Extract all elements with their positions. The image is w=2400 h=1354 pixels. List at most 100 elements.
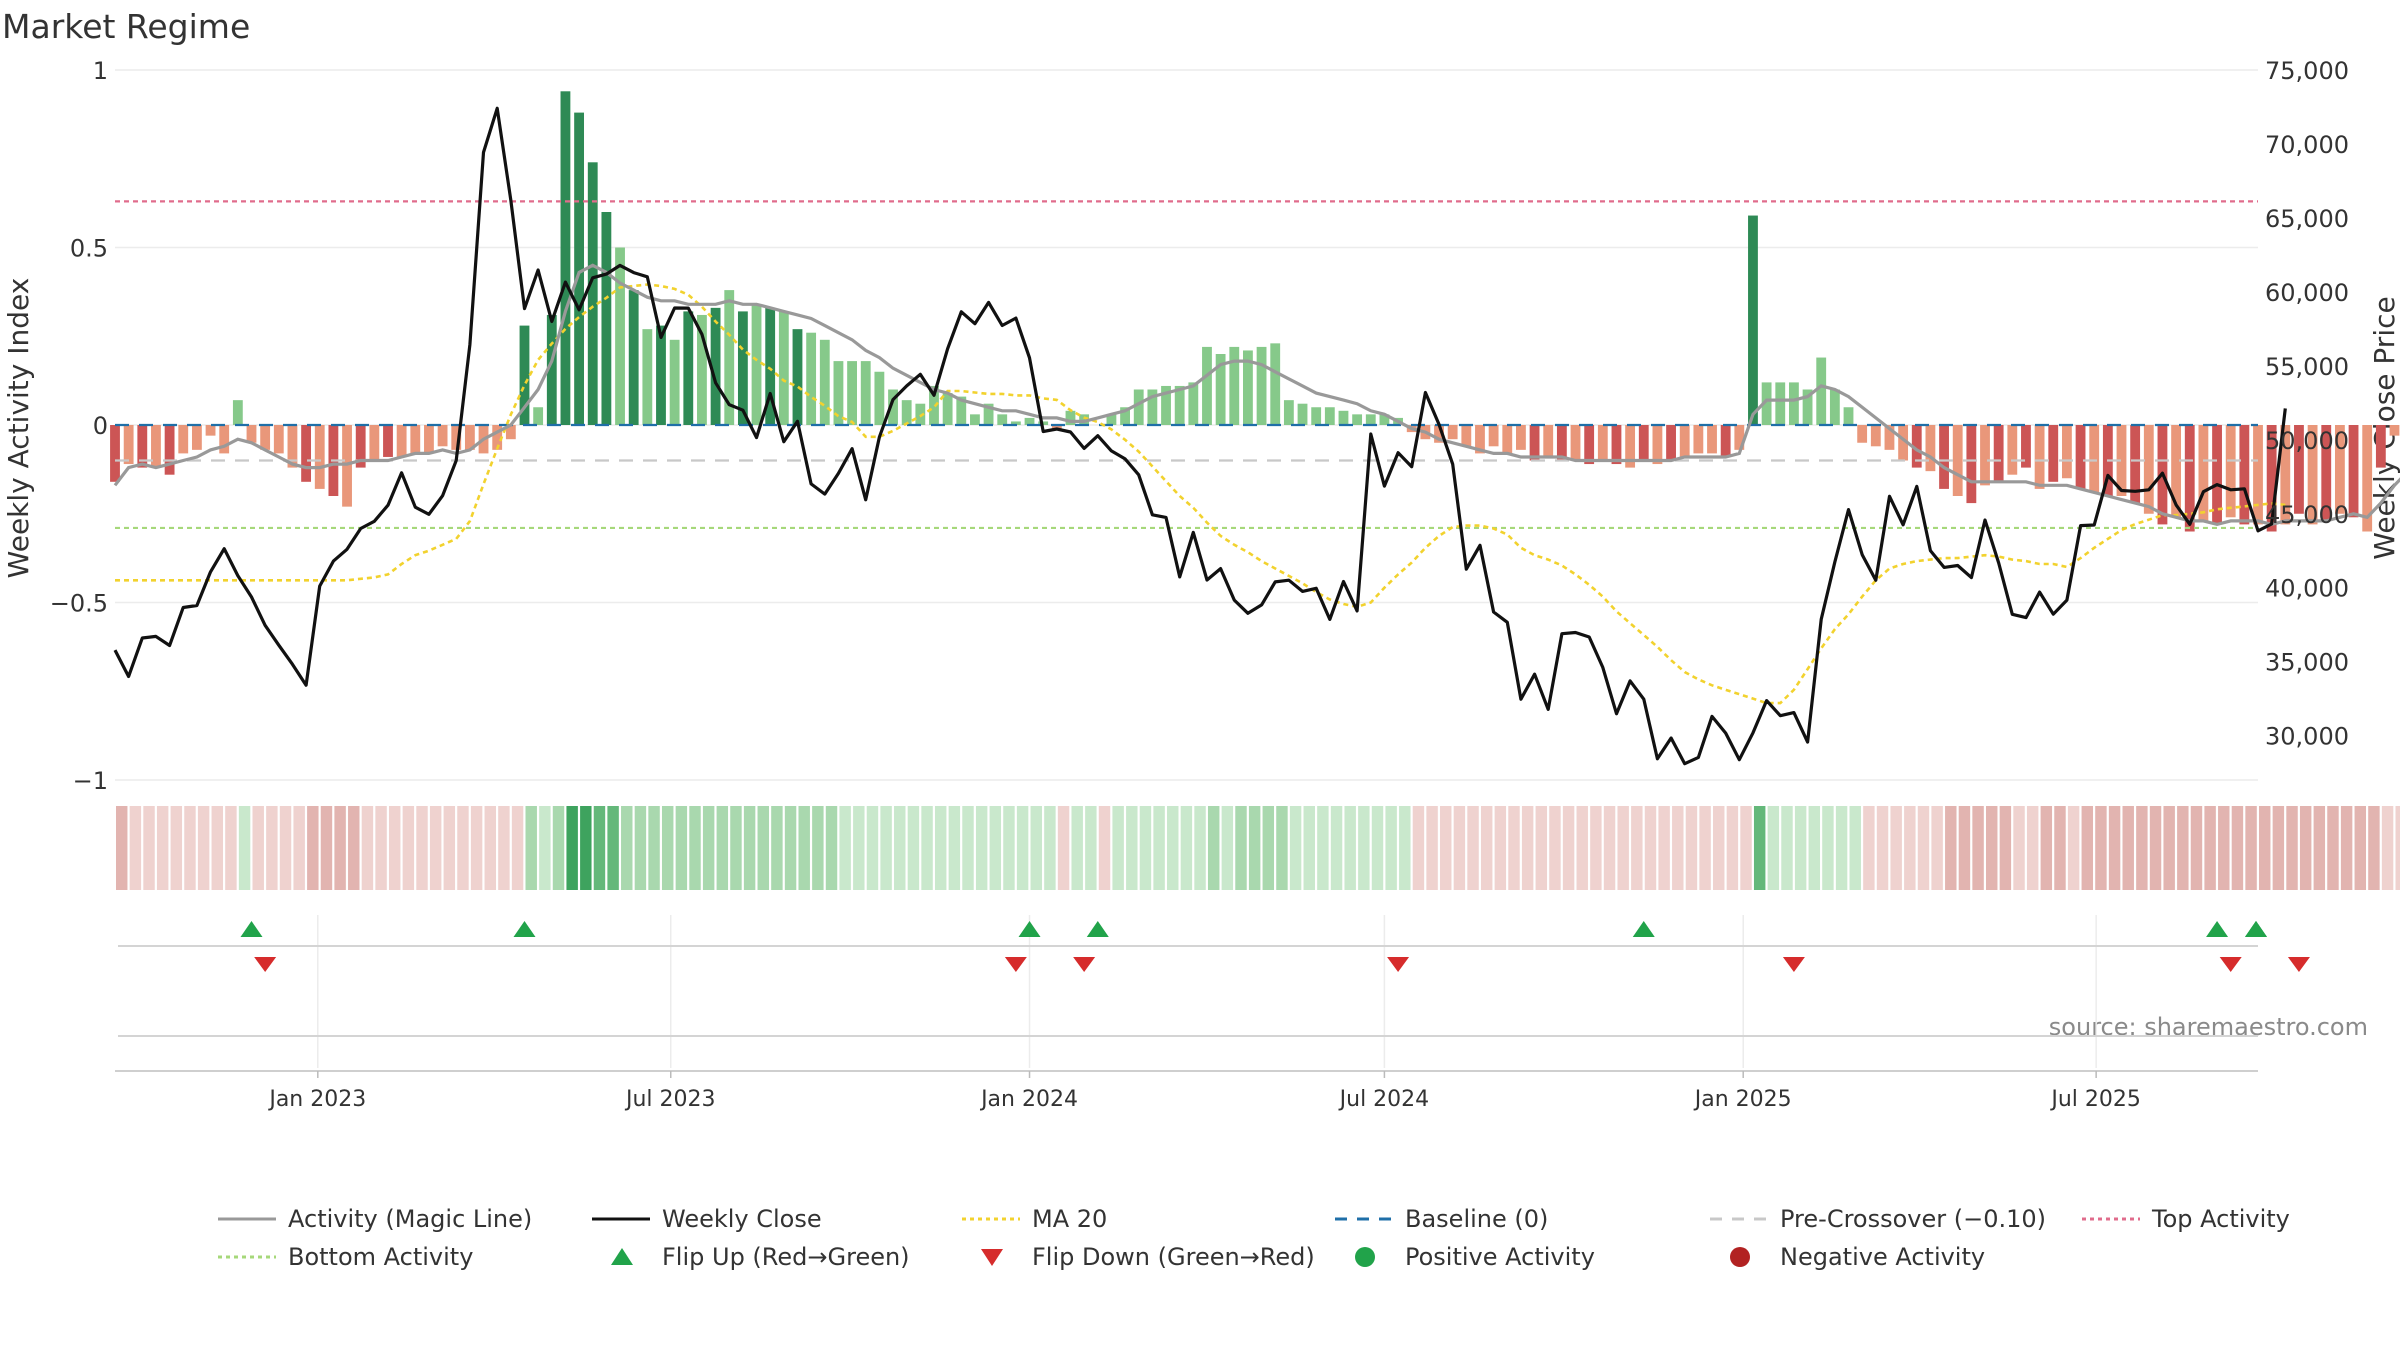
strip-cell — [2108, 806, 2121, 890]
strip-cell — [1044, 806, 1056, 890]
activity-bar — [1625, 425, 1636, 468]
flip-up-marker — [2245, 921, 2267, 937]
strip-cell — [1440, 806, 1452, 890]
strip-cell — [975, 806, 988, 890]
activity-bar — [1966, 425, 1977, 504]
magic-line — [113, 263, 2400, 527]
flip-markers — [240, 921, 2310, 972]
strip-cell — [525, 806, 537, 890]
activity-bar — [2375, 425, 2386, 468]
strip-cell — [2204, 806, 2216, 890]
activity-bar — [1829, 389, 1840, 425]
activity-bar — [2212, 425, 2222, 525]
legend-label: Weekly Close — [662, 1205, 822, 1233]
activity-bar — [410, 425, 421, 454]
y-left-tick-label: 0.5 — [70, 235, 108, 263]
x-tick-label: Jan 2025 — [1693, 1087, 1792, 1112]
activity-bar — [1243, 350, 1253, 425]
weekly-close-line — [113, 106, 2287, 766]
legend-label: Baseline (0) — [1405, 1205, 1548, 1233]
activity-bar — [1297, 403, 1308, 425]
flip-down-marker — [2287, 957, 2310, 972]
activity-bar — [1679, 425, 1690, 457]
strip-cell — [1153, 806, 1165, 890]
strip-cell — [702, 806, 715, 890]
activity-bar — [1775, 382, 1786, 425]
strip-cell — [566, 806, 578, 890]
strip-cell — [894, 806, 906, 890]
strip-cell — [1999, 806, 2012, 890]
strip-cell — [1003, 806, 1015, 890]
activity-bar — [437, 425, 448, 447]
activity-bar — [1748, 215, 1758, 425]
activity-bar — [546, 314, 557, 425]
activity-bar — [669, 339, 680, 425]
strip-cell — [402, 806, 415, 890]
flip-up-marker — [1632, 921, 1655, 937]
strip-cell — [1631, 806, 1643, 890]
activity-bar — [191, 425, 202, 450]
strip-cell — [1221, 806, 1234, 890]
legend-label: Top Activity — [2151, 1205, 2290, 1233]
flip-up-marker — [513, 921, 536, 937]
activity-bar — [942, 393, 953, 425]
activity-bar — [2075, 425, 2086, 489]
activity-bar — [792, 329, 803, 425]
activity-bar — [1543, 425, 1554, 457]
activity-bar — [1857, 425, 1868, 443]
activity-bar — [724, 290, 735, 425]
activity-bar — [683, 311, 694, 425]
strip-cell — [1576, 806, 1588, 890]
activity-bar — [2143, 425, 2154, 514]
activity-bar — [1788, 382, 1799, 425]
activity-bar — [2130, 425, 2141, 504]
strip-cell — [2231, 806, 2244, 890]
strip-cell — [2054, 806, 2066, 890]
strip-cell — [771, 806, 783, 890]
activity-bar — [369, 425, 380, 461]
strip-cell — [2381, 806, 2394, 890]
activity-bar — [1502, 425, 1513, 454]
strip-cell — [1317, 806, 1329, 890]
strip-cell — [143, 806, 155, 890]
legend-label: Pre-Crossover (−0.10) — [1780, 1205, 2046, 1233]
strip-cell — [1849, 806, 1861, 890]
strip-cell — [880, 806, 892, 890]
activity-bar — [860, 361, 871, 425]
strip-cell — [716, 806, 729, 890]
activity-bar — [2321, 425, 2332, 521]
activity-bar — [587, 162, 598, 426]
strip-cell — [962, 806, 974, 890]
activity-bar — [1065, 410, 1076, 425]
strip-cell — [1235, 806, 1247, 890]
strip-cell — [1863, 806, 1875, 890]
strip-cell — [948, 806, 961, 890]
strip-cell — [866, 806, 879, 890]
flip-down-marker — [1004, 957, 1027, 972]
strip-cell — [2081, 806, 2094, 890]
activity-bar — [1147, 389, 1158, 425]
y-tick-labels: 1 0.5 0 −0.5 −1 75,000 70,000 65,000 60,000 55,00… — [50, 57, 2349, 795]
strip-cell — [1207, 806, 1220, 890]
series-lines — [113, 106, 2400, 766]
activity-bar — [642, 329, 653, 425]
strip-cell — [730, 806, 742, 890]
strip-cell — [1713, 806, 1725, 890]
activity-bar — [956, 396, 967, 425]
strip-cell — [1672, 806, 1684, 890]
strip-cell — [197, 806, 210, 890]
activity-bar — [1611, 425, 1622, 465]
activity-bar — [1324, 407, 1335, 425]
activity-bar — [1447, 425, 1458, 440]
strip-cell — [648, 806, 660, 890]
strip-cell — [1098, 806, 1111, 890]
y-left-tick-label: 0 — [93, 412, 108, 440]
activity-bar — [205, 425, 216, 436]
legend-label: Flip Down (Green→Red) — [1032, 1243, 1315, 1271]
activity-bar — [970, 414, 980, 425]
strip-cell — [675, 806, 688, 890]
strip-cell — [184, 806, 196, 890]
strip-cell — [1358, 806, 1370, 890]
strip-cell — [252, 806, 264, 890]
